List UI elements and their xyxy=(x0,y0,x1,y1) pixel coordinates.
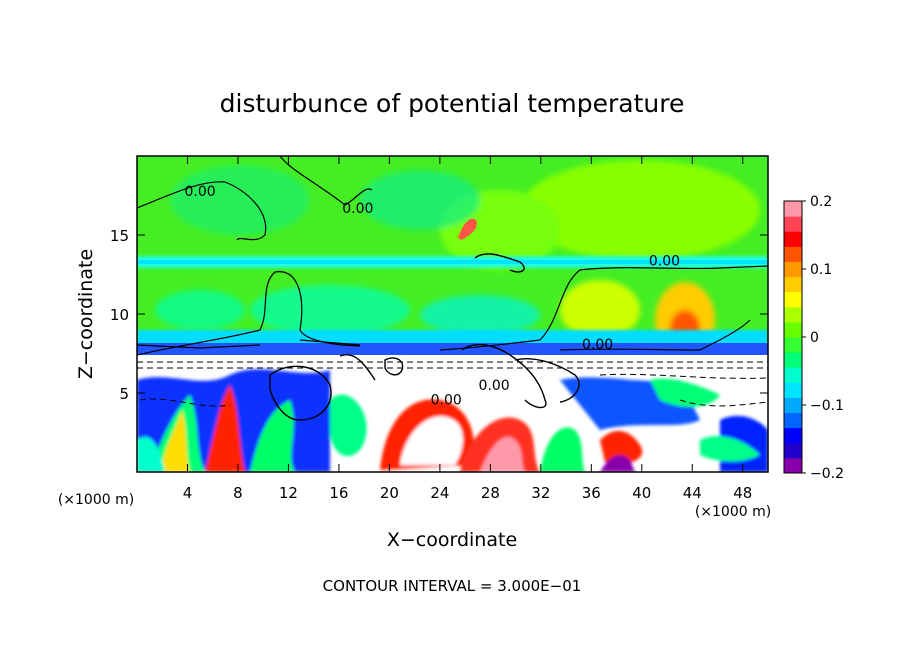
colorbar-swatch xyxy=(784,231,802,247)
contour-label: 0.00 xyxy=(342,201,373,217)
x-tick-label: 28 xyxy=(481,484,500,502)
y-tick-label: 5 xyxy=(119,385,129,403)
contour-label: 0.00 xyxy=(479,378,510,394)
contour-labels: 0.00 0.00 0.00 0.00 0.00 0.00 xyxy=(185,184,681,409)
colorbar-tick-label: −0.2 xyxy=(810,466,844,482)
colorbar xyxy=(783,200,803,474)
x-tick-label: 4 xyxy=(183,484,193,502)
colorbar-swatch xyxy=(784,291,802,308)
x-tick-label: 44 xyxy=(683,484,702,502)
colorbar-swatch xyxy=(784,427,802,444)
colorbar-swatch xyxy=(784,412,802,429)
contour-label: 0.00 xyxy=(431,392,462,408)
colorbar-ticks: 0.2 0.1 0 −0.1 −0.2 xyxy=(802,194,844,482)
x-tick-label: 12 xyxy=(279,484,298,502)
x-unit-right: (×1000 m) xyxy=(695,504,771,520)
colorbar-swatch xyxy=(784,337,802,353)
contour-label: 0.00 xyxy=(582,337,613,353)
x-tick-label: 48 xyxy=(733,484,752,502)
colorbar-tick-label: 0 xyxy=(810,330,819,346)
x-tick-label: 20 xyxy=(380,484,399,502)
x-tick-label: 24 xyxy=(430,484,449,502)
colorbar-swatch xyxy=(784,397,802,414)
colorbar-swatch xyxy=(784,216,802,232)
colorbar-tick-label: 0.1 xyxy=(810,262,832,278)
colorbar-swatch xyxy=(784,261,802,278)
x-tick-label: 36 xyxy=(582,484,601,502)
colorbar-swatch xyxy=(784,367,802,383)
colorbar-swatch xyxy=(784,276,802,293)
colorbar-swatch xyxy=(784,201,802,217)
x-tick-label: 32 xyxy=(531,484,550,502)
chart-title: disturbunce of potential temperature xyxy=(220,89,685,118)
contour-interval-note: CONTOUR INTERVAL = 3.000E−01 xyxy=(323,577,582,595)
colorbar-tick-label: 0.2 xyxy=(810,194,832,210)
contour-label: 0.00 xyxy=(649,253,680,269)
colorbar-swatch xyxy=(784,321,802,338)
y-axis-label: Z−coordinate xyxy=(75,249,97,379)
x-tick-label: 8 xyxy=(233,484,243,502)
colorbar-swatch xyxy=(784,246,802,262)
colorbar-swatch xyxy=(784,352,802,368)
colorbar-swatch xyxy=(784,306,802,323)
y-axis: 5 10 15 xyxy=(110,227,768,403)
y-tick-label: 10 xyxy=(110,306,129,324)
contour-label: 0.00 xyxy=(185,184,216,200)
x-axis-label: X−coordinate xyxy=(387,529,517,551)
colorbar-swatch xyxy=(784,442,802,459)
colorbar-swatch xyxy=(784,457,802,474)
x-tick-label: 40 xyxy=(632,484,651,502)
x-tick-label: 16 xyxy=(329,484,348,502)
colorbar-swatch xyxy=(784,382,802,398)
x-unit-left: (×1000 m) xyxy=(58,492,134,508)
x-axis: 4 8 12 16 20 24 28 32 36 40 44 48 xyxy=(183,156,752,502)
heatmap-field xyxy=(137,156,768,472)
colorbar-tick-label: −0.1 xyxy=(810,398,844,414)
y-tick-label: 15 xyxy=(110,227,129,245)
